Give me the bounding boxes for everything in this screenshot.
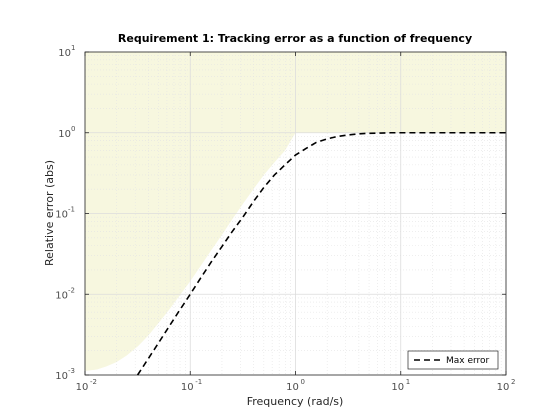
x-tick-exponent: 1 <box>406 378 410 386</box>
legend-box <box>407 350 499 370</box>
x-tick-exponent: -2 <box>90 378 97 386</box>
y-tick-label: 10 <box>55 290 68 301</box>
x-axis-label: Frequency (rad/s) <box>247 395 344 408</box>
y-tick-exponent: 1 <box>71 44 75 52</box>
x-tick-label: 10 <box>181 382 194 393</box>
y-axis-label: Relative error (abs) <box>43 160 56 266</box>
chart-title: Requirement 1: Tracking error as a funct… <box>118 32 472 45</box>
x-tick-label: 10 <box>286 382 299 393</box>
x-tick-label: 10 <box>76 382 89 393</box>
series-line-max-error <box>136 131 506 376</box>
x-tick-label: 10 <box>391 382 404 393</box>
y-tick-exponent: -1 <box>68 206 75 214</box>
y-tick-exponent: 0 <box>71 125 75 133</box>
legend-label: Max error <box>446 356 490 366</box>
y-tick-label: 10 <box>58 48 71 59</box>
y-tick-exponent: -2 <box>68 286 75 294</box>
x-tick-exponent: 2 <box>511 378 515 386</box>
x-tick-exponent: 0 <box>301 378 305 386</box>
x-tick-exponent: -1 <box>195 378 202 386</box>
y-tick-label: 10 <box>55 371 68 382</box>
y-tick-exponent: -3 <box>68 367 75 375</box>
x-tick-label: 10 <box>497 382 510 393</box>
y-tick-label: 10 <box>55 210 68 221</box>
y-tick-label: 10 <box>58 129 71 140</box>
